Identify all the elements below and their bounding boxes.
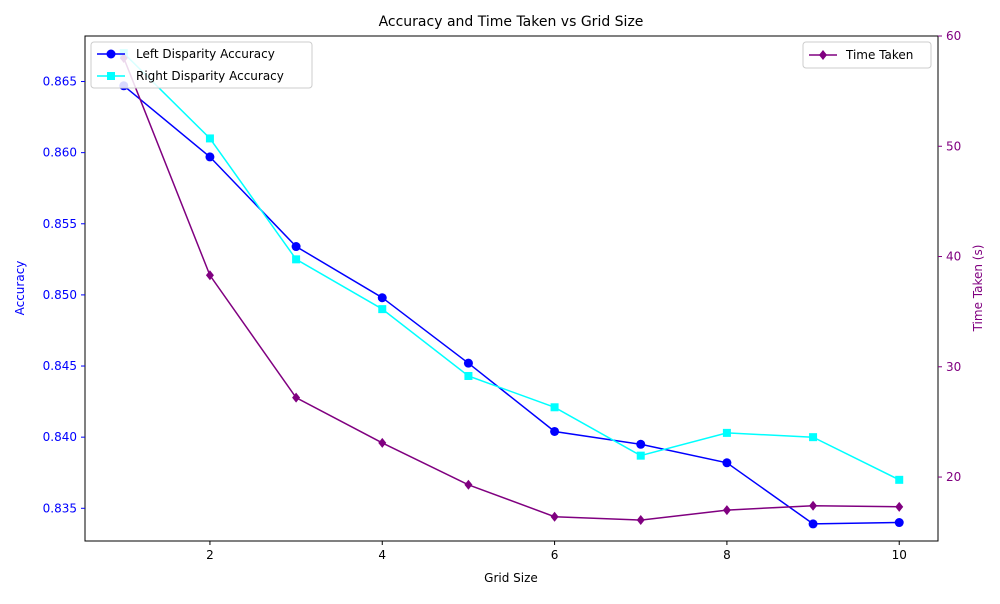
series-1-point-9 bbox=[895, 475, 904, 484]
series-1-point-4 bbox=[464, 371, 473, 380]
legend-right-label-0: Time Taken bbox=[845, 48, 913, 62]
y-left-tick-label-5: 0.860 bbox=[43, 146, 77, 160]
y-left-tick-label-4: 0.855 bbox=[43, 217, 77, 231]
series-2-point-4 bbox=[464, 479, 473, 490]
series-0-point-4 bbox=[463, 358, 473, 368]
x-tick-label-0: 2 bbox=[206, 548, 214, 562]
plot-frame bbox=[84, 35, 939, 542]
legend-left: Left Disparity Accuracy Right Disparity … bbox=[90, 41, 313, 89]
y-right-tick-label-2: 40 bbox=[946, 250, 961, 264]
legend-left-box bbox=[90, 41, 313, 89]
series-2-point-8 bbox=[809, 500, 818, 511]
y-left-tick-label-0: 0.835 bbox=[43, 501, 77, 515]
legend-right: Time Taken bbox=[802, 41, 932, 69]
series-2-point-1 bbox=[205, 270, 214, 281]
series-line-2 bbox=[123, 57, 900, 521]
series-1-point-2 bbox=[292, 255, 301, 264]
x-tick-label-1: 4 bbox=[378, 548, 386, 562]
series-2-point-5 bbox=[550, 511, 559, 522]
series-0-point-1 bbox=[205, 152, 215, 162]
legend-right-box bbox=[802, 41, 932, 69]
series-0-point-3 bbox=[377, 293, 387, 303]
series-line-0 bbox=[123, 85, 900, 525]
y-right-tick-label-4: 60 bbox=[946, 29, 961, 43]
y-left-tick-label-2: 0.845 bbox=[43, 359, 77, 373]
y-axis-right-label: Time Taken (s) bbox=[971, 245, 985, 333]
series-1-point-6 bbox=[636, 451, 645, 460]
series-1-point-3 bbox=[378, 305, 387, 314]
series-0-point-5 bbox=[550, 426, 560, 436]
x-tick-label-2: 6 bbox=[551, 548, 559, 562]
x-axis-label: Grid Size bbox=[484, 571, 538, 585]
series-0-point-6 bbox=[636, 439, 646, 449]
series-line-1 bbox=[123, 52, 900, 481]
legend-left-marker-1 bbox=[107, 72, 115, 80]
series-0-point-2 bbox=[291, 242, 301, 252]
y-right-tick-label-3: 50 bbox=[946, 139, 961, 153]
y-axis-left-label: Accuracy bbox=[13, 261, 27, 316]
x-axis: 2 4 6 8 10 bbox=[206, 541, 907, 562]
y-axis-left: 0.835 0.840 0.845 0.850 0.855 0.860 0.865 bbox=[43, 75, 85, 515]
series-1-point-5 bbox=[550, 403, 559, 412]
series-1-point-8 bbox=[809, 433, 818, 442]
legend-left-label-0: Left Disparity Accuracy bbox=[136, 47, 275, 61]
chart-title: Accuracy and Time Taken vs Grid Size bbox=[379, 14, 644, 30]
series-0-point-7 bbox=[722, 458, 732, 468]
x-tick-label-4: 10 bbox=[892, 548, 907, 562]
series-2-point-2 bbox=[292, 392, 301, 403]
y-right-tick-label-0: 20 bbox=[946, 470, 961, 484]
legend-right-marker-0 bbox=[819, 50, 827, 60]
y-left-tick-label-3: 0.850 bbox=[43, 288, 77, 302]
series-2-point-6 bbox=[636, 515, 645, 526]
legend-left-marker-0 bbox=[106, 49, 116, 59]
y-left-tick-label-6: 0.865 bbox=[43, 75, 77, 89]
series-layer bbox=[119, 49, 904, 529]
series-1-point-7 bbox=[722, 428, 731, 437]
series-1-point-1 bbox=[205, 134, 214, 143]
series-2-point-7 bbox=[722, 505, 731, 516]
y-axis-right: 20 30 40 50 60 bbox=[938, 29, 961, 484]
series-0-point-8 bbox=[808, 519, 818, 529]
y-left-tick-label-1: 0.840 bbox=[43, 430, 77, 444]
series-0-point-9 bbox=[894, 518, 904, 528]
legend-left-label-1: Right Disparity Accuracy bbox=[136, 69, 284, 83]
y-right-tick-label-1: 30 bbox=[946, 360, 961, 374]
series-2-point-3 bbox=[378, 437, 387, 448]
series-2-point-9 bbox=[895, 501, 904, 512]
x-tick-label-3: 8 bbox=[723, 548, 731, 562]
